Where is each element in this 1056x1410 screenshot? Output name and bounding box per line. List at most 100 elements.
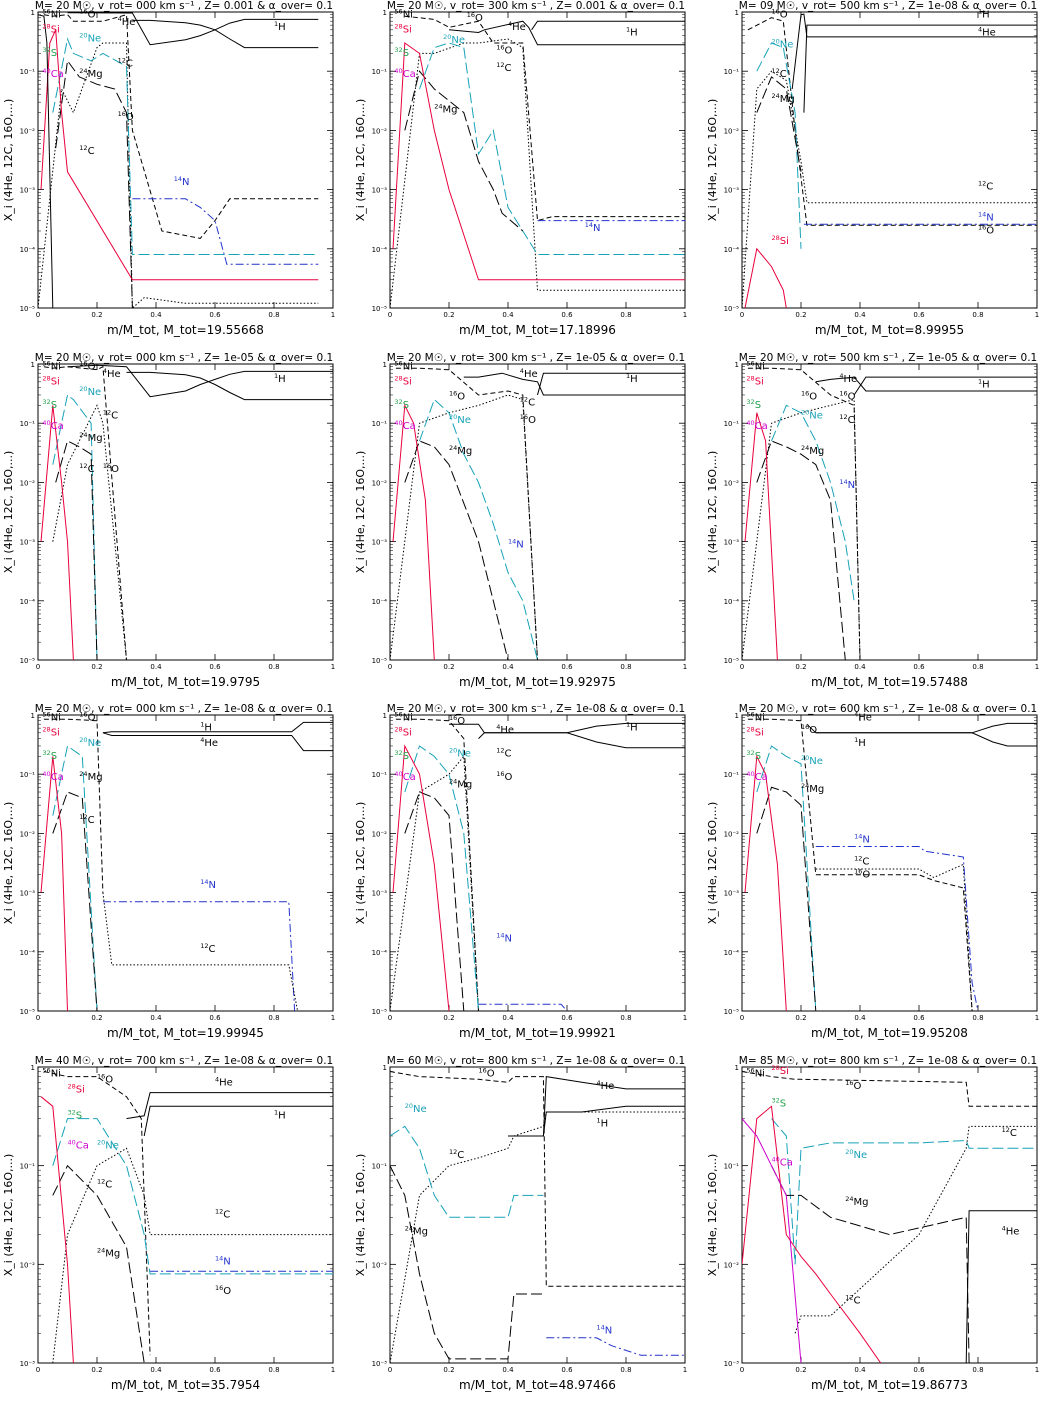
chart-title: M= 60 M☉, v_rot= 800 km s⁻¹ , Z= 1e-08 &… — [387, 1055, 685, 1067]
series-line-40ca — [742, 1117, 802, 1363]
series-line-24mg — [756, 76, 802, 172]
series-line-4he — [508, 1075, 685, 1136]
isotope-label: 4He — [103, 367, 121, 380]
chart-panel: M= 20 M☉, v_rot= 300 km s⁻¹ , Z= 0.001 &… — [352, 0, 704, 352]
isotope-label: 1H — [978, 8, 990, 21]
x-tick-label: 1 — [1035, 311, 1039, 319]
isotope-label: 24Mg — [449, 777, 472, 790]
y-axis-label: X_i (4He, 12C, 16O,...) — [2, 450, 15, 573]
x-tick-label: 1 — [683, 1014, 687, 1022]
isotope-label: 16O — [97, 1072, 113, 1085]
series-line-16o — [747, 17, 1037, 226]
plot-frame — [741, 11, 1038, 309]
x-tick-label: 0.4 — [150, 663, 162, 671]
isotope-label: 40Ca — [394, 418, 415, 431]
y-tick-label: 10⁻¹ — [372, 771, 388, 779]
isotope-label: 28Si — [394, 23, 411, 36]
x-tick-label: 0.2 — [91, 663, 102, 671]
series-line-12c — [794, 1125, 1037, 1333]
chart-title: M= 09 M☉, v_rot= 500 km s⁻¹ , Z= 1e-08 &… — [739, 0, 1037, 12]
series-line-28si — [744, 412, 778, 660]
y-tick-label: 10⁻³ — [20, 1360, 36, 1368]
chart-panel: M= 20 M☉, v_rot= 000 km s⁻¹ , Z= 1e-05 &… — [0, 352, 352, 704]
series-line-24mg — [756, 786, 817, 1011]
series-line-24mg — [52, 791, 98, 1011]
plot-area — [390, 1070, 685, 1363]
isotope-label: 12C — [496, 61, 511, 74]
chart-title: M= 20 M☉, v_rot= 300 km s⁻¹ , Z= 0.001 &… — [387, 0, 685, 12]
x-tick-label: 0 — [36, 1366, 40, 1374]
isotope-label: 12C — [520, 395, 535, 408]
series-line-12c — [390, 755, 479, 1011]
isotope-label: 12C — [79, 461, 94, 474]
x-tick-label: 0.8 — [972, 311, 983, 319]
chart-title: M= 20 M☉, v_rot= 500 km s⁻¹ , Z= 1e-05 &… — [739, 352, 1037, 364]
y-axis-label: X_i (4He, 12C, 16O,...) — [2, 802, 15, 925]
series-line-4he — [791, 13, 1037, 90]
y-tick-label: 10⁻⁴ — [372, 949, 388, 957]
plot-area — [744, 718, 1037, 1011]
x-tick-label: 0.2 — [795, 663, 806, 671]
x-tick-label: 0.6 — [209, 663, 221, 671]
y-tick-label: 10⁻⁵ — [372, 1008, 388, 1016]
isotope-label: 14N — [174, 175, 190, 188]
isotope-label: 24Mg — [79, 431, 102, 444]
plot-area — [40, 364, 333, 660]
chart-panel: M= 20 M☉, v_rot= 500 km s⁻¹ , Z= 1e-05 &… — [704, 352, 1056, 704]
series-line-28si — [40, 29, 319, 281]
isotope-label: 16O — [79, 711, 95, 724]
isotope-label: 24Mg — [845, 1194, 868, 1207]
y-tick-label: 10⁻¹ — [372, 420, 388, 428]
isotope-label: 20Ne — [97, 1138, 119, 1151]
chart-svg: M= 40 M☉, v_rot= 700 km s⁻¹ , Z= 1e-08 &… — [2, 1055, 335, 1392]
isotope-label: 16O — [103, 461, 119, 474]
x-tick-label: 0.2 — [443, 663, 454, 671]
isotope-label: 16O — [449, 389, 465, 402]
isotope-label: 20Ne — [405, 1101, 427, 1114]
isotope-label: 20Ne — [449, 413, 471, 426]
isotope-label: 28Si — [746, 726, 763, 739]
x-axis-label: m/M_tot, M_tot=19.86773 — [811, 1378, 968, 1392]
series-line-1h — [537, 372, 685, 395]
isotope-label: 12C — [103, 408, 118, 421]
y-tick-label: 10⁻² — [724, 1261, 740, 1269]
isotope-label: 56Ni — [394, 8, 413, 21]
y-axis-label: X_i (4He, 12C, 16O,...) — [354, 1153, 367, 1276]
x-tick-label: 1 — [683, 311, 687, 319]
series-line-1h — [531, 20, 685, 31]
isotope-label: 12C — [978, 180, 993, 193]
isotope-label: 1H — [978, 377, 990, 390]
isotope-label: 16O — [479, 1066, 495, 1079]
x-tick-label: 0.2 — [795, 1366, 806, 1374]
plot-area — [742, 13, 1037, 308]
y-tick-label: 1 — [31, 1064, 35, 1072]
series-line-20ne — [52, 1117, 333, 1274]
chart-panel: M= 20 M☉, v_rot= 300 km s⁻¹ , Z= 1e-05 &… — [352, 352, 704, 704]
x-tick-label: 0.8 — [268, 663, 279, 671]
x-tick-label: 1 — [331, 1014, 335, 1022]
isotope-label: 32S — [394, 46, 409, 59]
isotope-label: 40Ca — [42, 770, 63, 783]
isotope-label: 16O — [79, 8, 95, 21]
x-tick-label: 0.4 — [502, 1014, 514, 1022]
isotope-label: 12C — [79, 813, 94, 826]
isotope-label: 40Ca — [42, 418, 63, 431]
y-tick-label: 10⁻² — [20, 127, 36, 135]
x-tick-label: 0.2 — [443, 311, 454, 319]
y-tick-label: 10⁻¹ — [724, 771, 740, 779]
isotope-label: 4He — [508, 20, 526, 33]
x-tick-label: 0.4 — [854, 1014, 866, 1022]
series-line-4he — [965, 1209, 1037, 1363]
x-axis-label: m/M_tot, M_tot=19.92975 — [459, 675, 616, 689]
chart-panel: M= 85 M☉, v_rot= 800 km s⁻¹ , Z= 1e-08 &… — [704, 1055, 1056, 1407]
isotope-label: 16O — [845, 1078, 861, 1091]
isotope-label: 12C — [496, 746, 511, 759]
isotope-label: 56Ni — [42, 8, 61, 21]
plot-frame — [389, 714, 686, 1012]
isotope-label: 56Ni — [42, 359, 61, 372]
y-tick-label: 10⁻⁴ — [724, 949, 740, 957]
series-line-20ne — [419, 42, 685, 255]
isotope-label: 32S — [68, 1108, 83, 1121]
isotope-label: 16O — [839, 389, 855, 402]
series-line-24mg — [55, 439, 98, 660]
